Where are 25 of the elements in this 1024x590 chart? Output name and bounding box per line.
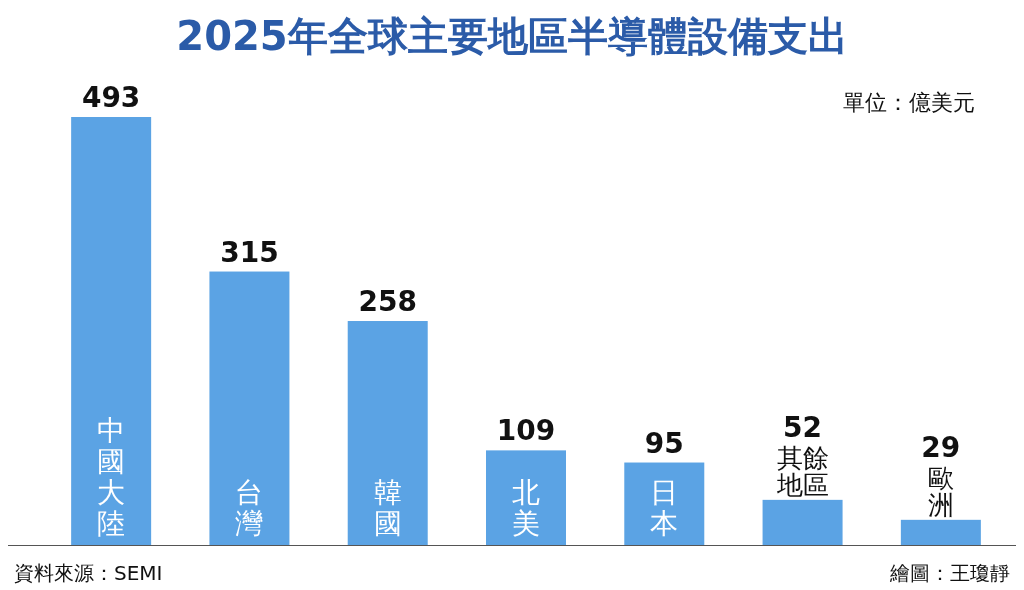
x-tick-label: 歐洲 <box>927 462 954 520</box>
data-label: 258 <box>358 285 417 319</box>
bar <box>624 462 705 545</box>
text: 單位：億美元 <box>843 90 975 115</box>
data-label: 109 <box>496 414 556 448</box>
bar <box>347 321 428 545</box>
text: 繪圖：王瓊靜 <box>889 561 1010 585</box>
bar <box>71 117 152 545</box>
data-label: 95 <box>644 426 684 460</box>
x-tick-label: 日本 <box>650 476 679 540</box>
chart-title: 2025年全球主要地區半導體設備支出 <box>176 13 848 59</box>
x-tick-label: 韓國 <box>373 476 402 540</box>
x-tick-label: 台灣 <box>235 476 264 540</box>
data-label: 493 <box>81 81 141 114</box>
x-tick-label: 其餘地區 <box>775 442 829 500</box>
x-tick-label: 中國大陸 <box>97 414 126 540</box>
data-label: 29 <box>921 430 961 464</box>
data-label: 52 <box>783 410 823 444</box>
bar <box>486 450 566 545</box>
bar <box>209 271 290 545</box>
data-label: 315 <box>220 235 279 269</box>
x-tick-label: 北美 <box>512 476 540 540</box>
bar <box>900 519 981 545</box>
source-note: 資料來源：SEMI <box>14 561 163 585</box>
bar <box>762 499 843 545</box>
